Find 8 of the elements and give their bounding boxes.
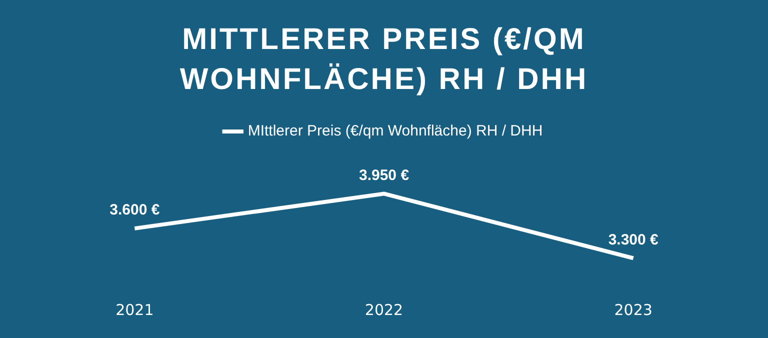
x-tick-label: 2021 <box>116 300 154 319</box>
data-label: 3.950 € <box>358 166 410 184</box>
x-tick-label: 2022 <box>364 300 404 319</box>
legend-label: MIttlerer Preis (€/qm Wohnfläche) RH / DHH <box>248 122 543 140</box>
data-label: 3.300 € <box>608 231 660 248</box>
x-tick-label: 2023 <box>614 300 652 319</box>
data-label: 3.600 € <box>110 202 160 219</box>
chart-title: MITTLERER PREIS (€/QM WOHNFLÄCHE) RH / DHH <box>178 22 590 98</box>
